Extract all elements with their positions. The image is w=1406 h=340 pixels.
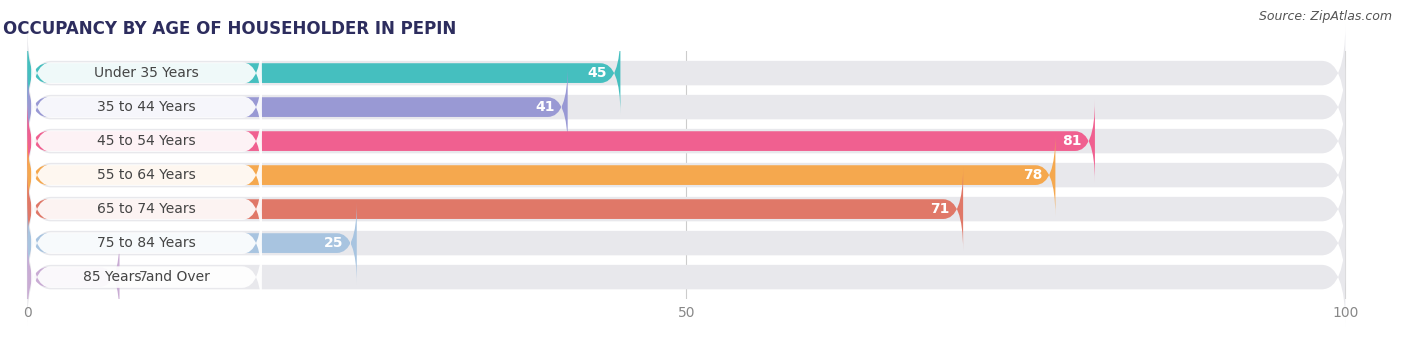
FancyBboxPatch shape xyxy=(31,135,262,215)
FancyBboxPatch shape xyxy=(27,202,357,284)
Text: Under 35 Years: Under 35 Years xyxy=(94,66,198,80)
Text: 71: 71 xyxy=(931,202,950,216)
Text: 7: 7 xyxy=(139,270,148,284)
Text: 78: 78 xyxy=(1022,168,1042,182)
FancyBboxPatch shape xyxy=(31,169,262,249)
FancyBboxPatch shape xyxy=(27,194,1346,292)
FancyBboxPatch shape xyxy=(27,100,1095,182)
FancyBboxPatch shape xyxy=(31,237,262,317)
Text: 65 to 74 Years: 65 to 74 Years xyxy=(97,202,195,216)
FancyBboxPatch shape xyxy=(31,203,262,283)
Text: 81: 81 xyxy=(1063,134,1081,148)
FancyBboxPatch shape xyxy=(27,66,568,148)
Text: 45 to 54 Years: 45 to 54 Years xyxy=(97,134,195,148)
FancyBboxPatch shape xyxy=(27,134,1056,216)
Text: 41: 41 xyxy=(536,100,554,114)
FancyBboxPatch shape xyxy=(27,126,1346,224)
Text: 35 to 44 Years: 35 to 44 Years xyxy=(97,100,195,114)
Text: 55 to 64 Years: 55 to 64 Years xyxy=(97,168,195,182)
FancyBboxPatch shape xyxy=(27,92,1346,190)
Text: 45: 45 xyxy=(588,66,607,80)
Text: OCCUPANCY BY AGE OF HOUSEHOLDER IN PEPIN: OCCUPANCY BY AGE OF HOUSEHOLDER IN PEPIN xyxy=(3,20,457,38)
Text: 25: 25 xyxy=(325,236,343,250)
FancyBboxPatch shape xyxy=(27,160,1346,258)
Text: 85 Years and Over: 85 Years and Over xyxy=(83,270,209,284)
FancyBboxPatch shape xyxy=(27,236,120,318)
FancyBboxPatch shape xyxy=(27,168,963,250)
FancyBboxPatch shape xyxy=(31,33,262,113)
Text: 75 to 84 Years: 75 to 84 Years xyxy=(97,236,195,250)
FancyBboxPatch shape xyxy=(27,58,1346,156)
Text: Source: ZipAtlas.com: Source: ZipAtlas.com xyxy=(1258,10,1392,23)
FancyBboxPatch shape xyxy=(27,228,1346,326)
FancyBboxPatch shape xyxy=(27,24,1346,122)
FancyBboxPatch shape xyxy=(27,32,620,114)
FancyBboxPatch shape xyxy=(31,67,262,147)
FancyBboxPatch shape xyxy=(31,101,262,181)
